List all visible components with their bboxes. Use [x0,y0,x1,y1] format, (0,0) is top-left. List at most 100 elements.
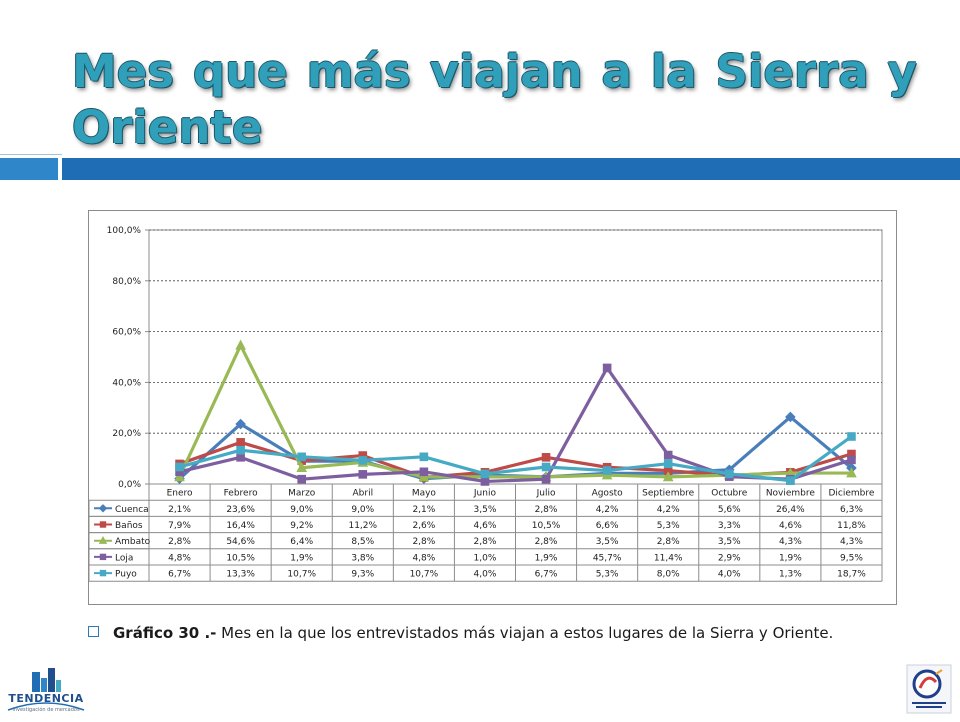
data-point [724,469,734,479]
data-label: 4,8% [412,553,435,563]
caption-label: Gráfico 30 .- [113,624,217,642]
data-point [663,450,673,460]
legend-marker [99,521,107,528]
building-icon [7,668,85,711]
data-point [663,466,673,475]
data-label: 18,7% [837,570,866,580]
data-point [175,467,184,477]
data-point [480,477,490,486]
data-label: 4,8% [168,553,191,563]
data-label: 6,7% [168,570,191,580]
emblem-icon [906,664,952,714]
x-tick-label: Junio [473,489,497,499]
data-point [847,449,856,459]
y-tick-label: 20,0% [112,429,141,439]
data-label: 3,3% [718,521,741,531]
legend-label: Ambato [115,537,151,547]
data-label: 2,8% [657,537,680,547]
data-label: 9,3% [351,570,374,580]
y-tick-label: 60,0% [112,328,141,338]
data-label: 4,2% [657,505,680,515]
data-label: 2,8% [535,537,558,547]
x-tick-label: Marzo [288,489,316,499]
data-label: 4,0% [474,570,497,580]
data-point [236,445,245,455]
logo-subtext: investigación de mercados [12,707,80,713]
partner-logo [906,664,952,714]
x-tick-label: Noviembre [766,489,816,499]
data-label: 6,3% [840,505,863,515]
data-point [663,459,673,468]
header-rule [0,154,62,155]
data-label: 3,5% [596,537,619,547]
data-label: 6,7% [535,570,558,580]
data-label: 2,8% [474,537,497,547]
data-point [847,432,856,441]
series-line-loja [179,366,852,484]
data-point [175,462,184,472]
data-label: 3,8% [351,553,374,563]
data-point [662,471,674,482]
data-label: 26,4% [776,505,805,515]
page-title: Mes que más viajan a la Sierra y Oriente [72,45,917,154]
data-label: 3,5% [718,537,741,547]
data-label: 4,6% [474,521,497,531]
data-label: 54,6% [226,537,255,547]
data-label: 11,8% [837,521,866,531]
data-label: 7,9% [168,521,191,531]
data-label: 4,3% [840,537,863,547]
data-point [296,461,308,473]
data-point [602,466,612,475]
data-point [419,467,429,477]
logo-text: TENDENCIA [8,692,84,705]
bullet-icon [88,626,99,637]
legend-marker [98,536,108,544]
header-band [62,158,960,180]
data-point [235,339,246,350]
data-point [541,462,551,472]
data-point [236,453,245,462]
data-point [297,474,307,484]
data-label: 9,2% [290,521,313,531]
legend-label: Loja [115,553,133,563]
data-point [419,452,429,462]
data-label: 2,9% [718,553,741,563]
y-tick-label: 80,0% [112,277,141,287]
x-tick-label: Octubre [711,489,747,499]
x-tick-label: Febrero [224,489,258,499]
chart-container: 0,0% 20,0% 40,0% 60,0% 80,0% 100,0% Enero Febre… [88,210,897,605]
data-label: 4,3% [779,537,802,547]
data-label: 1,0% [474,553,497,563]
series-line-puyo [179,435,853,483]
data-label: 9,0% [290,505,313,515]
data-label: 16,4% [226,521,255,531]
data-label: 13,3% [226,570,255,580]
data-label: 2,1% [412,505,435,515]
header-band-left [0,158,56,180]
data-label: 10,5% [532,521,561,531]
data-label: 6,6% [596,521,619,531]
data-label: 2,6% [412,521,435,531]
data-label: 2,8% [412,537,435,547]
data-label: 2,8% [168,537,191,547]
data-point [358,470,368,479]
legend-marker [99,569,107,577]
x-tick-label: Agosto [592,489,624,499]
data-label: 10,7% [410,570,439,580]
data-label: 9,5% [840,553,863,563]
legend-label: Puyo [115,570,137,580]
legend-label: Cuenca [115,505,149,515]
x-tick-label: Julio [536,489,556,499]
y-tick-label: 0,0% [118,480,141,490]
data-point [541,474,551,484]
data-label: 1,9% [779,553,802,563]
data-point [846,467,857,478]
plot-area [148,229,883,485]
data-label: 6,4% [290,537,313,547]
chart-caption: Gráfico 30 .- Mes en la que los entrevis… [88,624,833,642]
y-tick-label: 40,0% [112,378,141,388]
data-label: 1,9% [290,553,313,563]
data-point [785,411,796,423]
x-tick-label: Septiembre [642,489,695,499]
data-label: 5,3% [657,521,680,531]
